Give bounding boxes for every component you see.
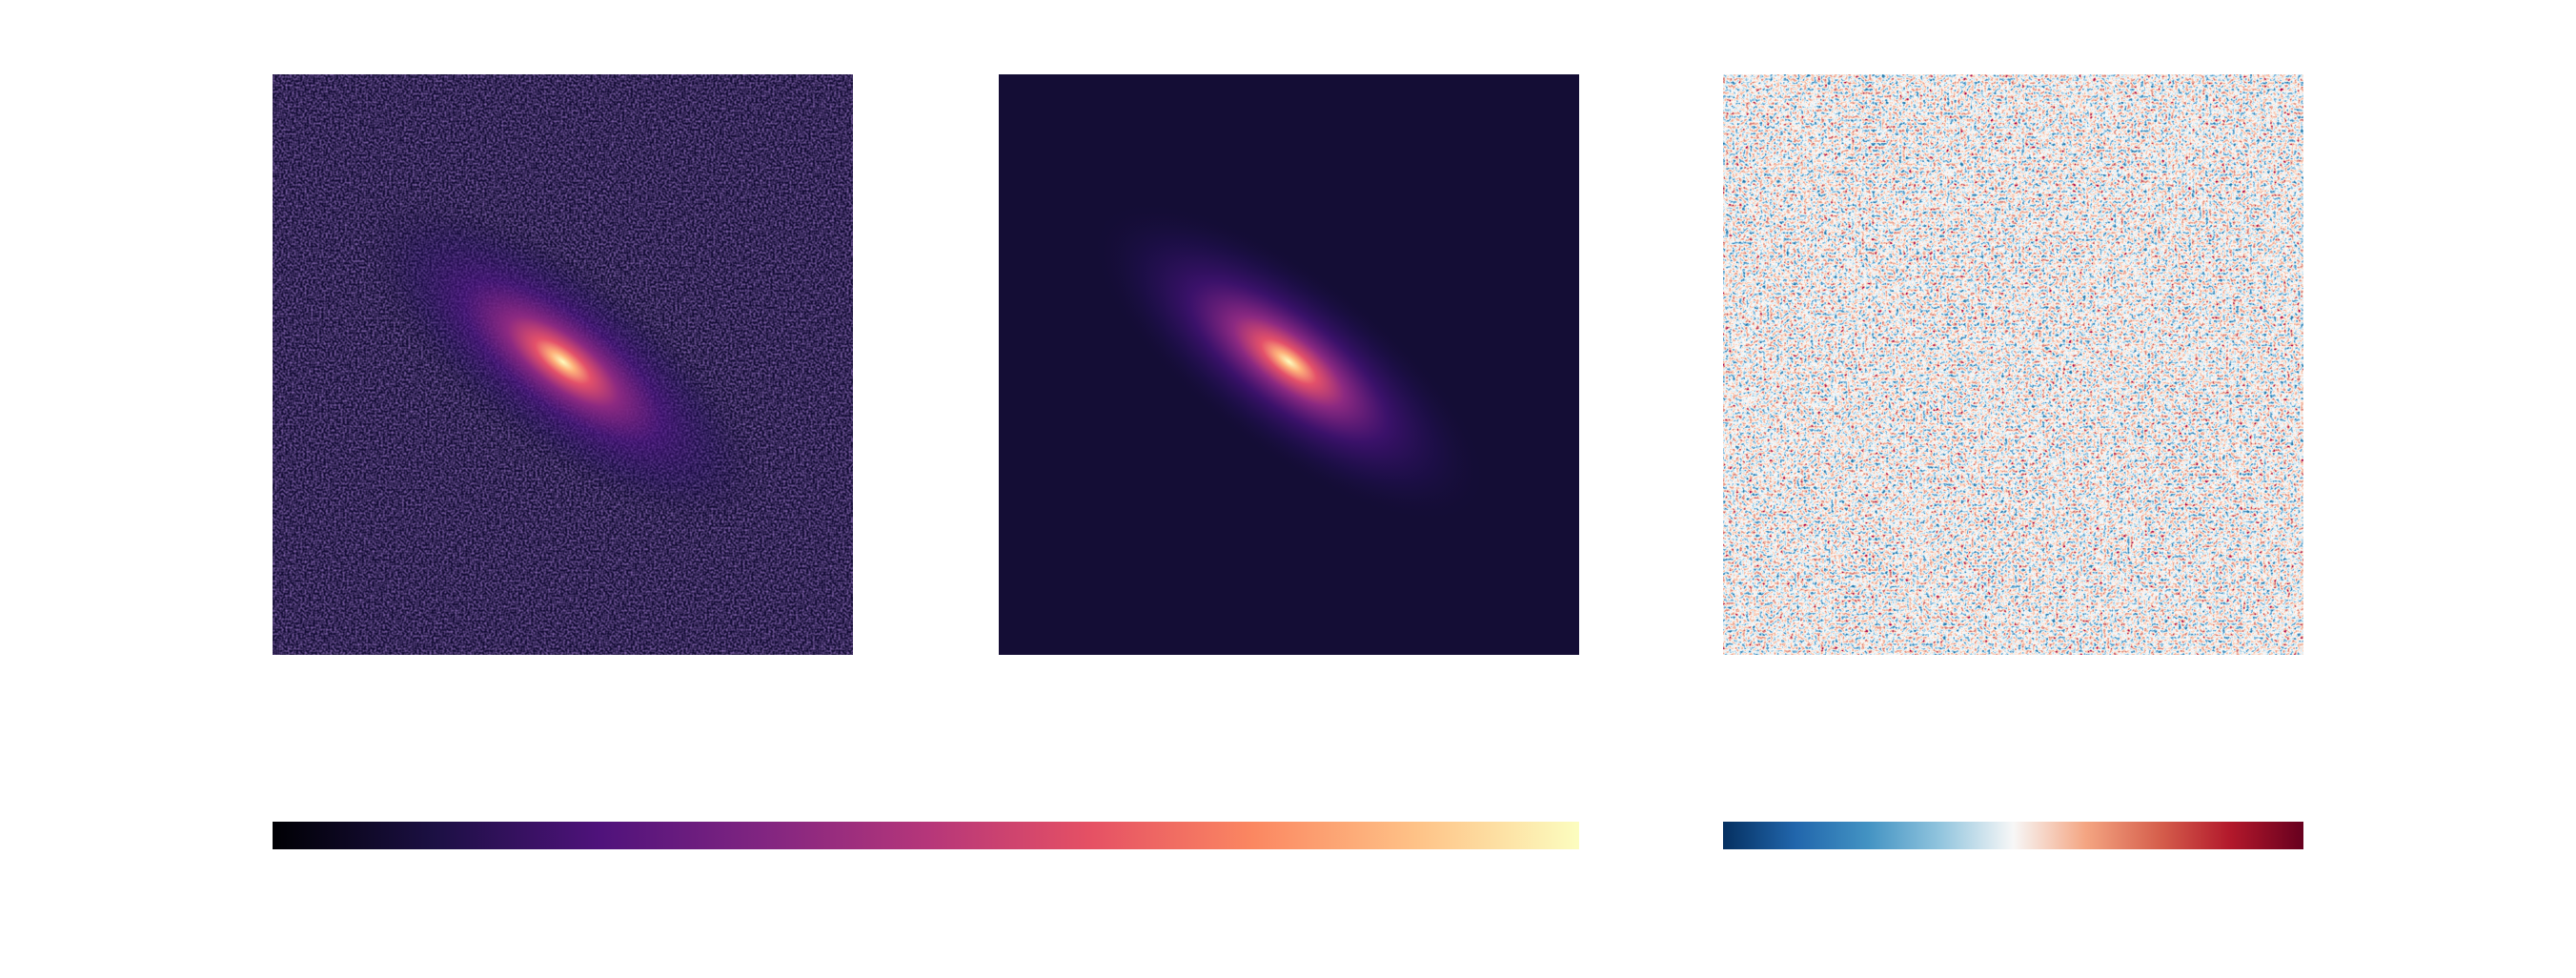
colorbar xyxy=(1723,822,2303,849)
galaxy xyxy=(1090,200,1488,522)
colorbar xyxy=(273,822,1579,849)
image-panel xyxy=(1723,74,2303,655)
image-panel xyxy=(273,74,853,655)
galaxy xyxy=(364,200,761,522)
image-panel xyxy=(999,74,1579,655)
image-residual xyxy=(1723,74,2303,655)
